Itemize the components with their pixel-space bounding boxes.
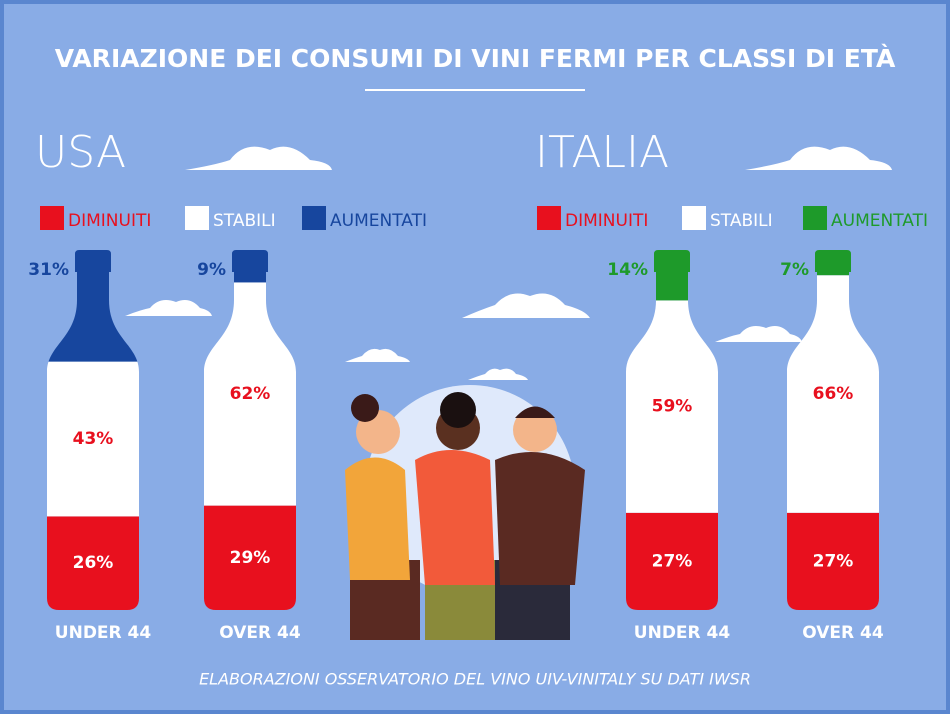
legend-swatch [40, 206, 64, 230]
category-label: OVER 44 [219, 623, 301, 643]
value-label: 66% [813, 384, 854, 404]
legend-label: DIMINUITI [68, 211, 151, 231]
panel-title: USA [35, 127, 126, 178]
value-label: 27% [652, 551, 693, 571]
value-label: 62% [230, 384, 271, 404]
source: ELABORAZIONI OSSERVATORIO DEL VINO UIV-V… [199, 670, 751, 689]
legend-label: AUMENTATI [831, 211, 928, 231]
category-label: UNDER 44 [634, 623, 731, 643]
legend-swatch [302, 206, 326, 230]
clouds [125, 146, 892, 380]
legend-label: STABILI [710, 211, 773, 231]
value-label: 7% [780, 260, 809, 280]
value-label: 31% [28, 260, 69, 280]
panel-title: ITALIA [535, 127, 669, 178]
value-label: 9% [197, 260, 226, 280]
bottle-segment [204, 505, 296, 610]
legend-label: DIMINUITI [565, 211, 648, 231]
category-label: UNDER 44 [55, 623, 152, 643]
value-label: 26% [73, 553, 114, 573]
bottle-segment [787, 512, 879, 610]
bottle-segment [47, 516, 139, 610]
legend-swatch [185, 206, 209, 230]
value-label: 29% [230, 548, 271, 568]
legend-swatch [803, 206, 827, 230]
value-label: 27% [813, 551, 854, 571]
category-label: OVER 44 [802, 623, 884, 643]
people-illustration [345, 385, 585, 640]
legend-label: STABILI [213, 211, 276, 231]
legend-label: AUMENTATI [330, 211, 427, 231]
value-label: 43% [73, 429, 114, 449]
bottle-segment [47, 361, 139, 517]
value-label: 14% [607, 260, 648, 280]
value-label: 59% [652, 397, 693, 417]
legend-swatch [682, 206, 706, 230]
legend-swatch [537, 206, 561, 230]
bottle-segment [626, 512, 718, 610]
title: VARIAZIONE DEI CONSUMI DI VINI FERMI PER… [55, 44, 896, 73]
